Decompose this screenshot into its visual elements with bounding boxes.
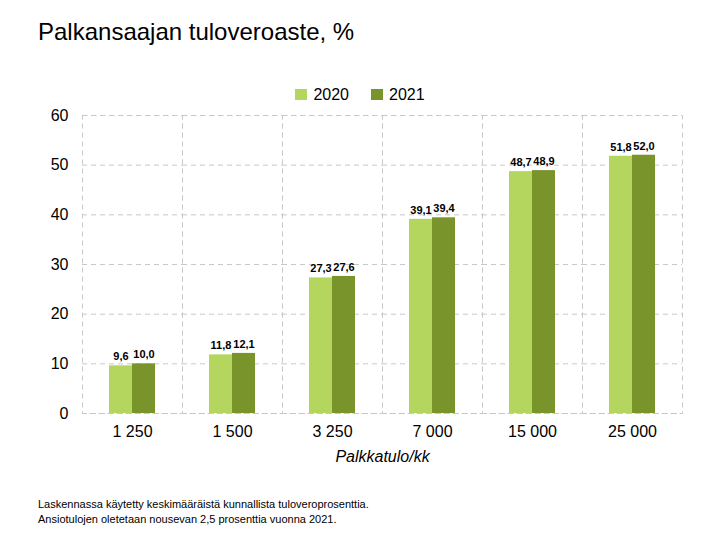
svg-text:48,7: 48,7 <box>510 156 531 168</box>
svg-text:1 250: 1 250 <box>112 423 152 440</box>
svg-text:9,6: 9,6 <box>113 350 128 362</box>
svg-text:52,0: 52,0 <box>633 140 654 152</box>
svg-text:39,4: 39,4 <box>433 202 455 214</box>
svg-text:27,6: 27,6 <box>333 261 354 273</box>
svg-text:48,9: 48,9 <box>533 155 554 167</box>
svg-text:0: 0 <box>60 405 69 422</box>
html-text:Palkansaajan tuloveroaste, %: Palkansaajan tuloveroaste, % <box>38 18 355 45</box>
svg-text:Palkkatulo/kk: Palkkatulo/kk <box>335 448 430 465</box>
svg-text:25 000: 25 000 <box>608 423 657 440</box>
html-text:Ansiotulojen oletetaan nouseva: Ansiotulojen oletetaan nousevan 2,5 pros… <box>38 513 337 525</box>
svg-text:12,1: 12,1 <box>233 338 254 350</box>
html-text:Laskennassa käytetty keskimäär: Laskennassa käytetty keskimääräistä kunn… <box>38 498 369 510</box>
svg-text:20: 20 <box>51 305 69 322</box>
svg-text:1 500: 1 500 <box>212 423 252 440</box>
svg-text:51,8: 51,8 <box>610 141 631 153</box>
svg-text:10: 10 <box>51 355 69 372</box>
svg-text:60: 60 <box>51 107 69 124</box>
svg-text:27,3: 27,3 <box>310 262 331 274</box>
svg-text:7 000: 7 000 <box>412 423 452 440</box>
svg-text:39,1: 39,1 <box>410 204 431 216</box>
svg-text:50: 50 <box>51 156 69 173</box>
svg-text:30: 30 <box>51 256 69 273</box>
svg-text:40: 40 <box>51 206 69 223</box>
svg-text:3 250: 3 250 <box>312 423 352 440</box>
html-text:2021: 2021 <box>389 86 425 103</box>
svg-text:11,8: 11,8 <box>211 339 232 351</box>
svg-text:15 000: 15 000 <box>508 423 557 440</box>
html-text:2020: 2020 <box>313 86 349 103</box>
svg-text:10,0: 10,0 <box>133 348 154 360</box>
